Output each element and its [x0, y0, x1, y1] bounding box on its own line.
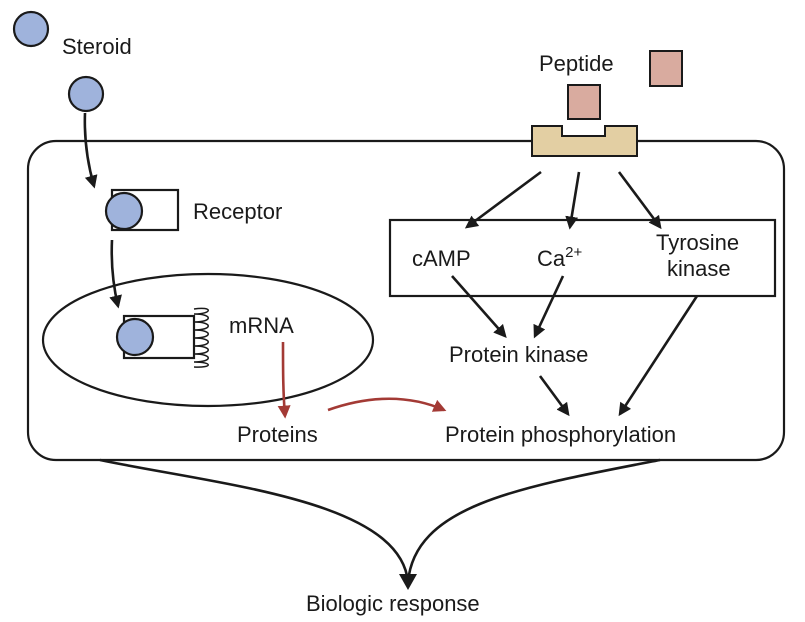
dna-coil: [193, 307, 209, 368]
arrow-to-camp: [464, 170, 542, 229]
biologic-response-label: Biologic response: [306, 591, 480, 616]
peptide-label: Peptide: [539, 51, 614, 76]
arrow-protein-kinase-to-phosphorylation: [538, 375, 570, 417]
steroid-molecule-2: [67, 75, 105, 113]
tyrosine-kinase-label-line1: Tyrosine: [656, 230, 739, 255]
steroid-nuclear: [115, 317, 155, 357]
arrow-to-tyrosine-kinase: [617, 171, 662, 230]
arrow-receptor-to-nucleus: [109, 239, 122, 309]
second-messenger-box: [388, 218, 777, 298]
arrow-right-to-biologic-response: [406, 458, 661, 583]
proteins-label: Proteins: [237, 422, 318, 447]
arrow-to-calcium: [565, 171, 581, 230]
steroid-molecule-1: [12, 10, 50, 48]
calcium-base: Ca: [537, 246, 566, 271]
calcium-label: Ca2+: [537, 244, 582, 271]
arrow-steroid-to-receptor: [83, 112, 98, 189]
peptide-bound: [567, 84, 601, 120]
nucleus: [41, 272, 375, 408]
arrow-left-to-biologic-response: [99, 458, 410, 583]
membrane-receptor: [531, 125, 638, 157]
receptor-label: Receptor: [193, 199, 282, 224]
arrow-proteins-to-phosphorylation: [327, 397, 447, 412]
protein-kinase-label: Protein kinase: [449, 342, 588, 367]
arrowhead-biologic-response: [399, 574, 417, 590]
arrow-calcium-to-protein-kinase: [533, 275, 565, 339]
arrow-camp-to-protein-kinase: [451, 275, 507, 338]
mrna-label: mRNA: [229, 313, 294, 338]
protein-phosphorylation-label: Protein phosphorylation: [445, 422, 676, 447]
cell-membrane: [26, 139, 786, 462]
arrow-tyrosine-kinase-to-phosphorylation: [618, 295, 699, 417]
steroid-bound-receptor: [104, 191, 144, 231]
peptide-free: [649, 50, 683, 87]
calcium-superscript: 2+: [565, 244, 582, 261]
steroid-label: Steroid: [62, 34, 132, 59]
tyrosine-kinase-label-line2: kinase: [667, 256, 731, 281]
camp-label: cAMP: [412, 246, 471, 271]
arrow-mrna-to-proteins: [277, 341, 291, 419]
